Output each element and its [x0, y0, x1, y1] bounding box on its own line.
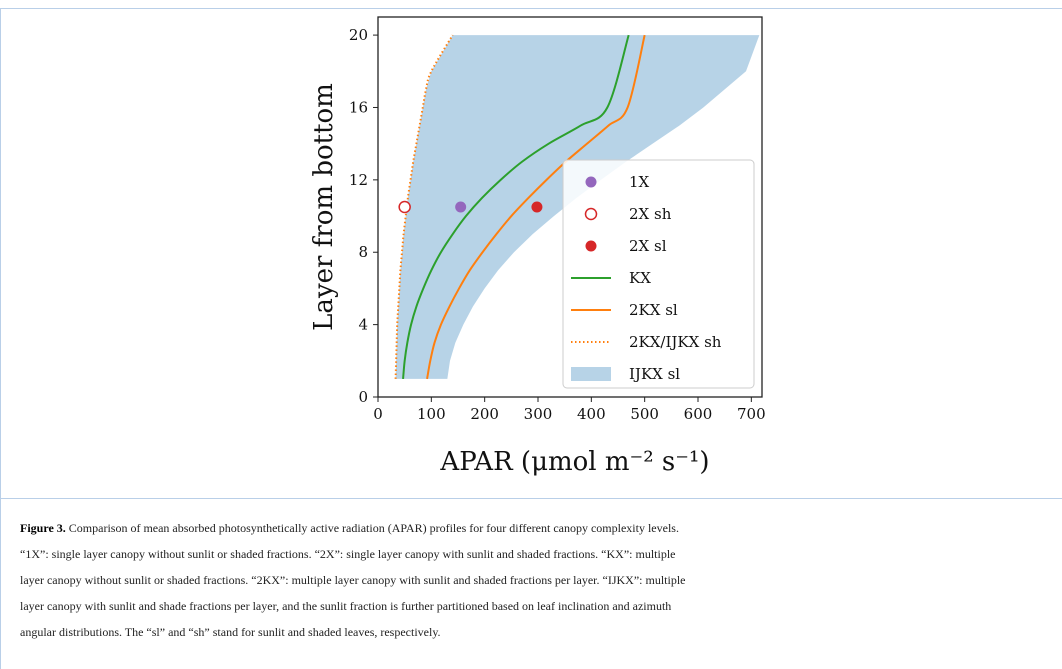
- apar-chart: 0 100 200 300 400 500 600 700 0 4 8 12 16 20 APAR (μmo…: [309, 16, 766, 477]
- legend-box: [562, 159, 755, 389]
- y-tick-label: 16: [349, 98, 368, 116]
- x-tick-label: 600: [684, 405, 713, 423]
- point-1x: [455, 201, 467, 213]
- y-tick-label: 0: [358, 388, 368, 406]
- series-band-ijkx-sl: [395, 35, 760, 379]
- legend-entry-label: KX: [629, 269, 651, 287]
- legend-entry-label: 2KX/IJKX sh: [629, 333, 722, 351]
- caption-line-2: “1X”: single layer canopy without sunlit…: [20, 547, 676, 561]
- legend-marker: [585, 176, 597, 188]
- plot-frame: [377, 16, 763, 398]
- figure-label: Figure 3.: [20, 521, 66, 535]
- legend-entry-label: 1X: [629, 173, 650, 191]
- y-tick-label: 20: [349, 26, 368, 44]
- point-2x-sl: [531, 201, 543, 213]
- caption-line-4: layer canopy with sunlit and shade fract…: [20, 599, 672, 613]
- legend-entry-label: 2KX sl: [629, 301, 678, 319]
- y-axis-label: Layer from bottom: [309, 83, 339, 331]
- series-line-2kx-sl: [426, 34, 646, 380]
- x-tick-label: 0: [373, 405, 383, 423]
- legend-entry-label: 2X sl: [629, 237, 667, 255]
- figure-caption: Figure 3. Comparison of mean absorbed ph…: [20, 515, 1050, 645]
- legend-marker: [585, 240, 597, 252]
- caption-line-3: layer canopy without sunlit or shaded fr…: [20, 573, 686, 587]
- x-tick-label: 500: [630, 405, 659, 423]
- frame-left-border: [0, 8, 1, 669]
- y-tick-label: 12: [349, 171, 368, 189]
- series-line-kx: [402, 34, 630, 379]
- legend-marker: [584, 207, 598, 221]
- plot-layer: [394, 34, 760, 380]
- chart-legend: 1X 2X sh 2X sl KX 2KX sl 2KX/IJKX sh IJKX sl: [562, 159, 755, 389]
- series-line-2kx-ijkx-sh: [394, 34, 454, 379]
- caption-line-5: angular distributions. The “sl” and “sh”…: [20, 625, 441, 639]
- point-2x-sh: [398, 200, 411, 214]
- x-tick-label: 400: [577, 405, 606, 423]
- caption-text: Comparison of mean absorbed photosynthet…: [68, 521, 679, 535]
- caption-line-1: Figure 3. Comparison of mean absorbed ph…: [20, 515, 1050, 541]
- y-tick-label: 8: [358, 243, 368, 261]
- apar-figure: 0 100 200 300 400 500 600 700 0 4 8 12 16 20 APAR (μmo…: [300, 0, 780, 480]
- x-tick-label: 300: [524, 405, 553, 423]
- x-tick-label: 200: [470, 405, 499, 423]
- frame-top-border: [0, 8, 1062, 9]
- legend-entry-label: IJKX sl: [629, 365, 680, 383]
- caption-divider: [0, 498, 1062, 499]
- x-axis-label: APAR (μmol m⁻² s⁻¹): [439, 447, 709, 477]
- x-tick-label: 100: [417, 405, 446, 423]
- legend-marker: [571, 367, 611, 381]
- x-tick-label: 700: [737, 405, 766, 423]
- y-tick-label: 4: [358, 316, 368, 334]
- legend-entry-label: 2X sh: [629, 205, 672, 223]
